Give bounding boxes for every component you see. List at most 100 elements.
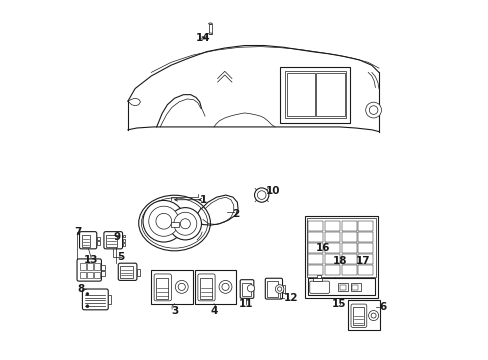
Bar bbox=[339, 285, 345, 290]
Circle shape bbox=[247, 285, 254, 292]
Circle shape bbox=[365, 102, 381, 118]
Bar bbox=[122, 234, 125, 237]
Bar bbox=[307, 278, 375, 296]
Circle shape bbox=[275, 285, 284, 293]
Text: 8: 8 bbox=[78, 284, 85, 294]
Circle shape bbox=[142, 201, 184, 242]
Circle shape bbox=[180, 219, 190, 229]
Ellipse shape bbox=[208, 23, 212, 24]
FancyBboxPatch shape bbox=[265, 278, 282, 299]
Circle shape bbox=[174, 212, 196, 235]
Bar bbox=[280, 67, 349, 123]
Bar bbox=[208, 24, 212, 34]
Bar bbox=[200, 278, 212, 299]
Text: 12: 12 bbox=[284, 293, 298, 303]
Bar bbox=[137, 269, 140, 276]
Bar bbox=[357, 254, 372, 264]
Text: 4: 4 bbox=[210, 306, 217, 316]
Text: 14: 14 bbox=[196, 33, 210, 43]
Ellipse shape bbox=[208, 33, 212, 35]
Circle shape bbox=[156, 213, 171, 229]
Bar bbox=[282, 285, 285, 293]
Circle shape bbox=[368, 106, 377, 114]
Circle shape bbox=[86, 293, 89, 296]
FancyBboxPatch shape bbox=[80, 231, 97, 249]
Bar bbox=[357, 265, 372, 275]
Bar bbox=[242, 283, 251, 296]
Text: 2: 2 bbox=[231, 209, 239, 219]
Bar bbox=[122, 243, 125, 246]
Circle shape bbox=[254, 188, 268, 202]
Text: 6: 6 bbox=[378, 302, 386, 312]
Bar bbox=[357, 243, 372, 253]
Text: 18: 18 bbox=[332, 256, 346, 266]
Text: 3: 3 bbox=[171, 306, 178, 316]
Bar bbox=[101, 265, 105, 270]
Bar bbox=[324, 232, 339, 242]
Bar bbox=[94, 272, 100, 278]
Text: 13: 13 bbox=[83, 255, 98, 265]
FancyBboxPatch shape bbox=[350, 304, 366, 327]
Bar bbox=[80, 263, 85, 270]
Circle shape bbox=[368, 311, 378, 320]
Circle shape bbox=[219, 280, 231, 293]
Text: 9: 9 bbox=[113, 232, 121, 242]
Bar bbox=[308, 221, 323, 230]
Bar bbox=[87, 263, 93, 270]
Text: 5: 5 bbox=[117, 252, 124, 262]
Bar bbox=[350, 283, 360, 291]
Bar bbox=[97, 241, 100, 245]
Bar bbox=[304, 216, 378, 298]
Ellipse shape bbox=[141, 198, 207, 248]
Bar bbox=[122, 239, 125, 242]
Circle shape bbox=[86, 305, 89, 308]
Bar bbox=[341, 265, 356, 275]
Bar bbox=[151, 270, 192, 304]
Bar bbox=[348, 301, 379, 330]
FancyBboxPatch shape bbox=[240, 280, 253, 298]
Bar bbox=[308, 243, 323, 253]
Bar bbox=[286, 73, 314, 116]
Bar bbox=[106, 234, 117, 247]
Circle shape bbox=[222, 283, 228, 291]
Bar bbox=[337, 283, 347, 291]
Bar bbox=[80, 272, 85, 278]
Bar bbox=[352, 307, 363, 325]
Circle shape bbox=[175, 280, 188, 293]
Bar bbox=[94, 263, 100, 270]
Bar bbox=[195, 270, 236, 304]
Text: 15: 15 bbox=[332, 299, 346, 309]
FancyBboxPatch shape bbox=[309, 281, 329, 293]
Bar bbox=[308, 265, 323, 275]
Bar bbox=[284, 71, 346, 118]
Bar bbox=[108, 296, 111, 305]
Circle shape bbox=[148, 206, 179, 236]
Bar bbox=[120, 266, 132, 278]
Bar bbox=[87, 272, 93, 278]
Bar bbox=[324, 221, 339, 230]
Bar bbox=[324, 265, 339, 275]
Bar bbox=[341, 221, 356, 230]
Bar bbox=[324, 254, 339, 264]
FancyBboxPatch shape bbox=[118, 263, 137, 280]
Text: 11: 11 bbox=[239, 299, 253, 309]
Bar bbox=[308, 254, 323, 264]
FancyBboxPatch shape bbox=[104, 231, 122, 249]
Circle shape bbox=[277, 287, 281, 291]
FancyBboxPatch shape bbox=[82, 289, 108, 310]
Bar bbox=[308, 232, 323, 242]
Text: 10: 10 bbox=[265, 186, 280, 196]
Ellipse shape bbox=[139, 195, 210, 251]
Circle shape bbox=[178, 283, 185, 291]
Bar bbox=[313, 278, 322, 281]
Bar bbox=[357, 232, 372, 242]
Text: 1: 1 bbox=[199, 195, 206, 205]
Bar bbox=[341, 232, 356, 242]
Text: 17: 17 bbox=[355, 256, 369, 266]
Text: 16: 16 bbox=[316, 243, 330, 253]
Bar bbox=[357, 221, 372, 230]
Bar bbox=[316, 73, 344, 116]
Bar bbox=[352, 285, 357, 290]
Circle shape bbox=[370, 313, 375, 318]
Bar bbox=[306, 218, 376, 277]
